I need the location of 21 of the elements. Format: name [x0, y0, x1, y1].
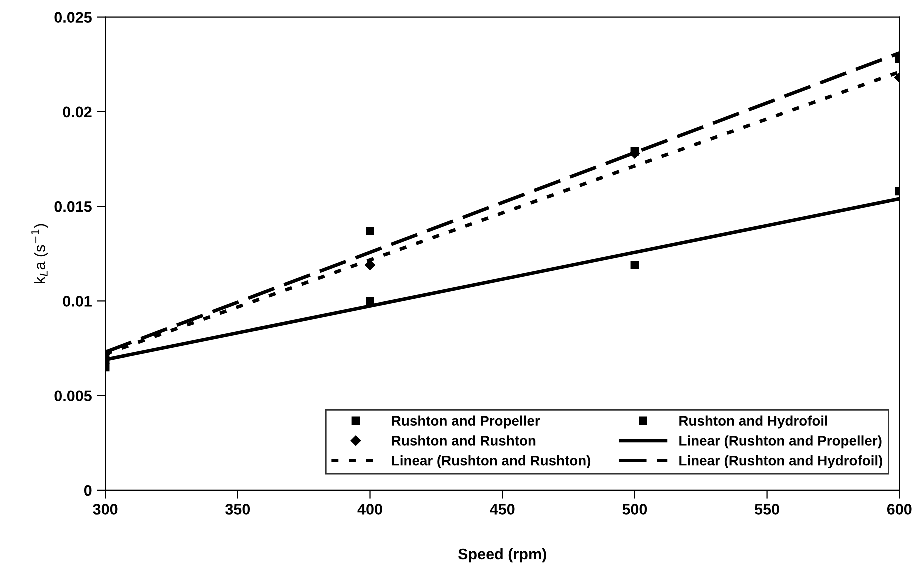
legend-label: Rushton and Rushton	[392, 436, 536, 446]
y-tick-label: 0.025	[54, 12, 92, 23]
y-tick-label: 0	[84, 485, 92, 496]
legend-label: Linear (Rushton and Rushton)	[392, 456, 591, 468]
legend-label: Linear (Rushton and Hydrofoil)	[680, 456, 882, 468]
y-tick-label: 0.02	[63, 106, 92, 118]
x-tick-label: 500	[622, 504, 648, 515]
legend-label: Rushton and Hydrofoil	[680, 416, 828, 429]
x-tick-label: 600	[887, 504, 912, 515]
x-tick-label: 450	[490, 504, 515, 515]
legend-label: Rushton and Propeller	[392, 416, 540, 429]
y-tick-label: 0.01	[63, 296, 92, 307]
x-tick-label: 550	[755, 504, 780, 515]
y-axis-title: k$_{L}$a (s$^{−1}$)	[32, 224, 48, 284]
y-tick-label: 0.015	[54, 201, 92, 212]
x-axis-title: Speed (rpm)	[458, 548, 546, 563]
y-tick-label: 0.005	[54, 390, 92, 402]
x-tick-label: 300	[93, 504, 118, 515]
x-tick-label: 400	[358, 504, 382, 515]
legend-label: Linear (Rushton and Propeller)	[680, 436, 882, 449]
x-tick-label: 350	[226, 504, 250, 515]
